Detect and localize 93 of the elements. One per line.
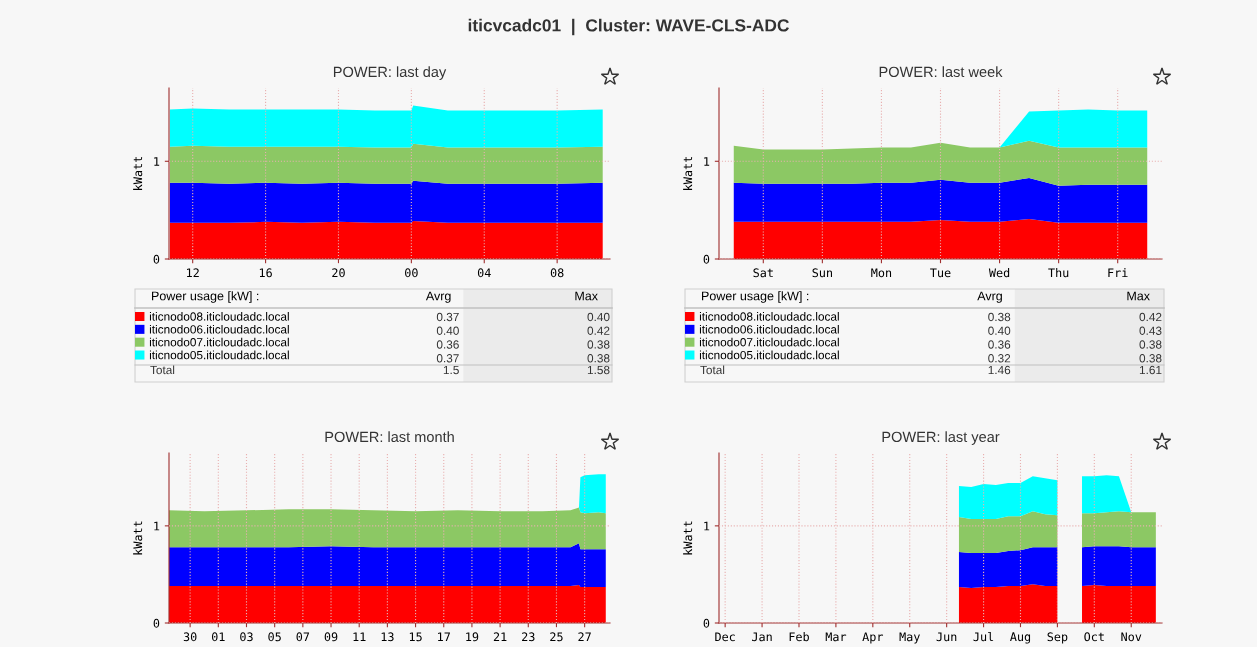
x-tick-label: 23 — [522, 632, 535, 642]
legend-label: iticnodo08.iticloudadc.local — [699, 312, 839, 321]
legend-label: iticnodo06.iticloudadc.local — [149, 324, 289, 334]
text: 0.38 — [587, 354, 610, 363]
x-tick-label: Sep — [1047, 632, 1068, 644]
text: Total — [150, 365, 175, 375]
chart-title: POWER: last year — [882, 431, 1000, 445]
text: 1.61 — [1139, 365, 1162, 375]
x-tick-label: Fri — [1108, 268, 1128, 278]
y-axis-title: kWatt — [133, 156, 143, 190]
y-tick-label: 0 — [703, 254, 710, 264]
x-tick-label: Jan — [752, 632, 772, 642]
text: 0.38 — [988, 312, 1011, 322]
x-tick-label: 04 — [477, 268, 491, 278]
legend-label: iticnodo05.iticloudadc.local — [149, 350, 289, 360]
y-axis-title: kWatt — [133, 521, 143, 555]
text: 0.38 — [1139, 354, 1162, 363]
x-tick-label: Sun — [812, 268, 832, 278]
legend-label: iticnodo07.iticloudadc.local — [149, 337, 289, 347]
x-tick-label: 01 — [211, 632, 225, 642]
text: 0.40 — [988, 326, 1011, 335]
y-axis-title: kWatt — [683, 156, 693, 190]
x-tick-label: Mar — [825, 632, 847, 642]
text: 0.38 — [1139, 340, 1162, 349]
x-tick-label: 27 — [578, 632, 591, 642]
text: 0.43 — [1139, 326, 1162, 335]
text: Max — [575, 291, 598, 301]
x-tick-label: Feb — [789, 632, 809, 642]
x-tick-label: Dec — [715, 632, 735, 642]
x-tick-label: Oct — [1084, 632, 1104, 642]
x-tick-label: Sat — [753, 268, 773, 278]
text: 0.40 — [436, 326, 459, 335]
text: 0.40 — [587, 312, 610, 322]
x-tick-label: Mon — [871, 268, 892, 278]
x-tick-label: 16 — [259, 268, 272, 278]
text: 0.37 — [436, 354, 459, 363]
text: 0.36 — [988, 340, 1011, 349]
x-tick-label: Aug — [1010, 632, 1031, 644]
x-tick-label: 12 — [187, 268, 199, 278]
chart-title: POWER: last day — [333, 66, 447, 80]
text: Max — [1127, 291, 1150, 301]
x-tick-label: 30 — [183, 632, 197, 642]
y-tick-label: 1 — [704, 157, 710, 166]
text: Avrg — [425, 291, 451, 303]
text: Total — [700, 365, 725, 375]
legend-label: iticnodo05.iticloudadc.local — [699, 350, 839, 360]
legend-label: iticnodo06.iticloudadc.local — [699, 324, 839, 334]
chart-subtitle: iticvcadc01 | Cluster: WAVE-CLS-ADC — [468, 18, 789, 36]
text: 1.58 — [587, 365, 610, 375]
text: 0.42 — [587, 326, 610, 335]
text: Avrg — [977, 291, 1002, 303]
x-tick-label: Thu — [1048, 268, 1069, 278]
text: 0.32 — [988, 354, 1011, 363]
x-tick-label: 03 — [240, 632, 253, 642]
x-tick-label: 17 — [438, 632, 450, 642]
x-tick-label: 11 — [353, 632, 366, 642]
x-tick-label: May — [899, 632, 920, 644]
y-tick-label: 1 — [154, 521, 160, 531]
x-tick-label: Nov — [1121, 632, 1142, 642]
text: Power usage [kW] : — [152, 291, 259, 303]
x-tick-label: Apr — [862, 632, 884, 644]
legend-label: iticnodo08.iticloudadc.local — [149, 312, 289, 321]
x-tick-label: 00 — [405, 268, 418, 278]
x-tick-label: Jul — [973, 632, 994, 642]
y-tick-label: 1 — [704, 521, 710, 531]
chart-title: POWER: last week — [879, 66, 1003, 78]
y-tick-label: 0 — [153, 618, 160, 628]
x-tick-label: 05 — [268, 632, 281, 642]
x-tick-label: 25 — [550, 632, 563, 642]
x-tick-label: Tue — [930, 268, 951, 278]
x-tick-label: 20 — [332, 268, 345, 278]
text: 0.37 — [436, 312, 459, 322]
text: 0.36 — [436, 340, 459, 349]
x-tick-label: 21 — [493, 632, 507, 642]
y-axis-title: kWatt — [683, 521, 693, 555]
y-tick-label: 0 — [703, 618, 710, 628]
y-tick-label: 1 — [154, 157, 160, 166]
x-tick-label: 07 — [296, 632, 310, 642]
text: 0.38 — [587, 340, 610, 349]
text: 1.46 — [988, 365, 1011, 375]
y-tick-label: 0 — [153, 254, 160, 264]
x-tick-label: 13 — [381, 632, 394, 642]
legend-label: iticnodo07.iticloudadc.local — [699, 337, 839, 347]
text: Power usage [kW] : — [702, 291, 809, 303]
x-tick-label: 08 — [550, 268, 564, 278]
text: 0.42 — [1139, 312, 1162, 322]
x-tick-label: Wed — [988, 268, 1010, 278]
chart-title: POWER: last month — [325, 431, 454, 443]
text: 1.5 — [443, 365, 459, 375]
x-tick-label: Jun — [936, 632, 957, 642]
x-tick-label: 19 — [466, 632, 479, 642]
x-tick-label: 09 — [324, 632, 338, 642]
x-tick-label: 15 — [409, 632, 422, 642]
